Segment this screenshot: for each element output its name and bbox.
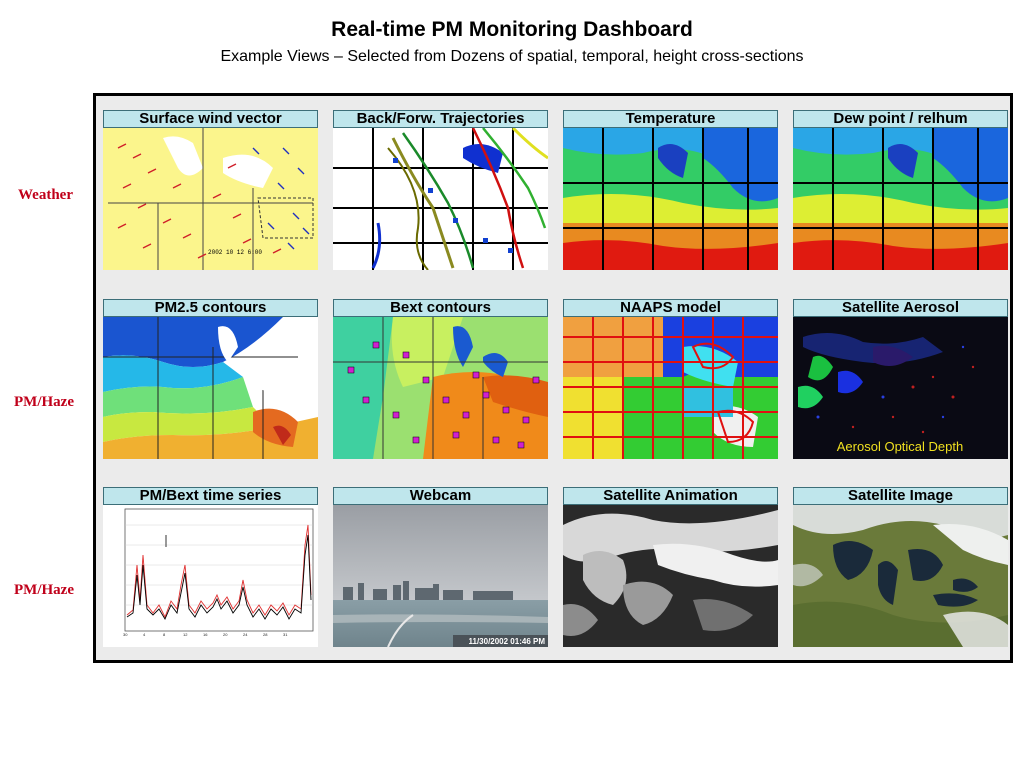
svg-text:30: 30	[123, 632, 128, 637]
trajectory-map[interactable]	[333, 128, 548, 270]
svg-text:4: 4	[143, 632, 146, 637]
wind-timestamp: 2002 10 12 6:00	[208, 249, 262, 256]
row-label-pm-haze-2: PM/Haze	[14, 582, 74, 598]
panel-title: PM2.5 contours	[103, 299, 318, 317]
dewpoint-map[interactable]	[793, 128, 1008, 270]
webcam-timestamp: 11/30/2002 01:46 PM	[468, 637, 545, 646]
panel-title: PM/Bext time series	[103, 487, 318, 505]
panel-title: Temperature	[563, 110, 778, 128]
page-title: Real-time PM Monitoring Dashboard	[331, 18, 693, 41]
temperature-map[interactable]	[563, 128, 778, 270]
panel-title: Bext contours	[333, 299, 548, 317]
panel-title: Satellite Aerosol	[793, 299, 1008, 317]
satellite-animation-image[interactable]	[563, 505, 778, 647]
svg-text:20: 20	[223, 632, 228, 637]
aerosol-caption: Aerosol Optical Depth	[837, 439, 963, 454]
svg-text:24: 24	[243, 632, 248, 637]
panel-title: Surface wind vector	[103, 110, 318, 128]
wind-vector-map[interactable]: 2002 10 12 6:00	[103, 128, 318, 270]
webcam-image[interactable]: 11/30/2002 01:46 PM	[333, 505, 548, 647]
svg-text:8: 8	[163, 632, 166, 637]
pm-bext-time-series-chart[interactable]: 30 4 8 12 16 20 24 28 31	[103, 505, 318, 647]
panel-title: Back/Forw. Trajectories	[333, 110, 548, 128]
satellite-aerosol-image[interactable]: Aerosol Optical Depth	[793, 317, 1008, 459]
panel-title: Webcam	[333, 487, 548, 505]
svg-text:31: 31	[283, 632, 288, 637]
panel-title: Satellite Image	[793, 487, 1008, 505]
row-label-pm-haze: PM/Haze	[14, 394, 74, 410]
panel-title: Dew point / relhum	[793, 110, 1008, 128]
naaps-model-map[interactable]	[563, 317, 778, 459]
satellite-image[interactable]	[793, 505, 1008, 647]
panel-title: NAAPS model	[563, 299, 778, 317]
panel-title: Satellite Animation	[563, 487, 778, 505]
bext-contour-map[interactable]	[333, 317, 548, 459]
svg-text:28: 28	[263, 632, 268, 637]
pm25-contour-map[interactable]	[103, 317, 318, 459]
page-subtitle: Example Views – Selected from Dozens of …	[220, 48, 804, 65]
svg-text:12: 12	[183, 632, 188, 637]
row-label-weather: Weather	[18, 187, 73, 203]
svg-text:16: 16	[203, 632, 208, 637]
